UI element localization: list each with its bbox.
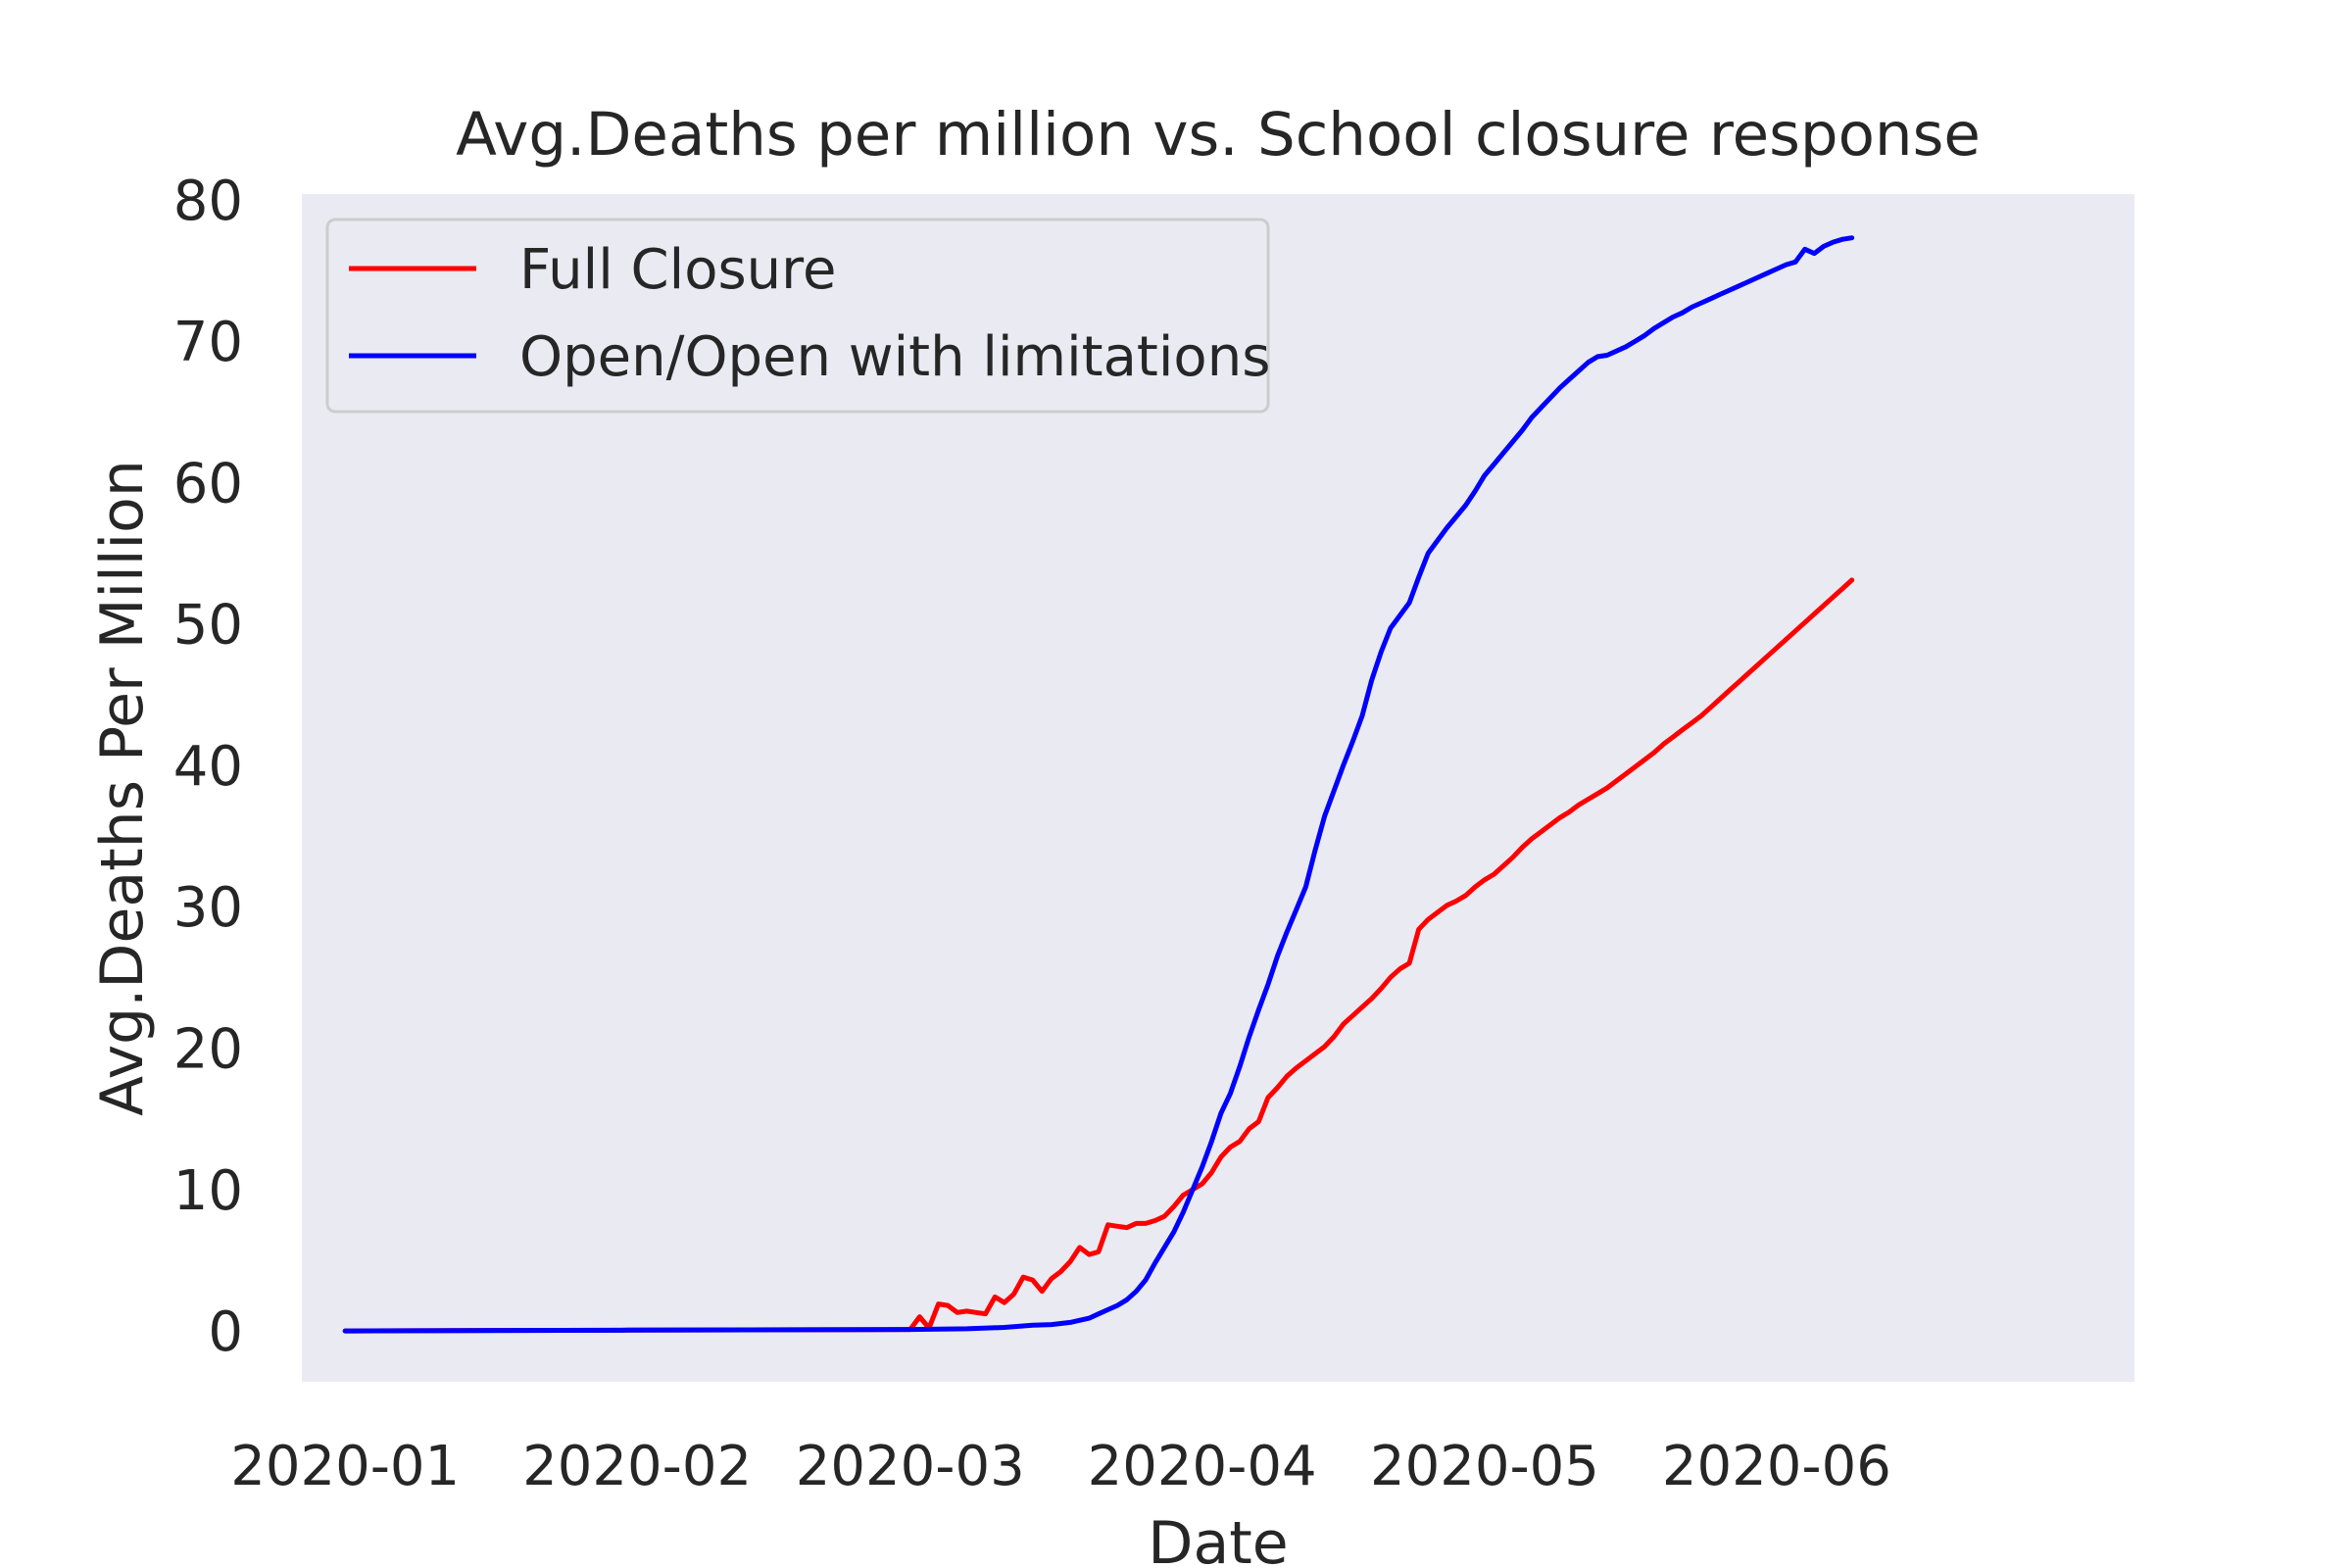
x-tick-label-2020-02: 2020-02 — [522, 1435, 752, 1498]
y-tick-label-0: 0 — [208, 1300, 243, 1364]
y-tick-label-50: 50 — [173, 594, 243, 658]
y-tick-label-20: 20 — [173, 1017, 243, 1081]
x-tick-labels: 2020-01 2020-02 2020-03 2020-04 2020-05 2020-… — [230, 1435, 1891, 1498]
y-tick-label-80: 80 — [173, 170, 243, 233]
x-tick-label-2020-04: 2020-04 — [1088, 1435, 1317, 1498]
x-tick-label-2020-06: 2020-06 — [1662, 1435, 1891, 1498]
y-tick-label-40: 40 — [173, 735, 243, 799]
chart-title: Avg.Deaths per million vs. School closur… — [456, 100, 1981, 170]
y-tick-label-70: 70 — [173, 311, 243, 374]
y-axis-label: Avg.Deaths Per Million — [88, 460, 157, 1116]
y-tick-label-10: 10 — [173, 1159, 243, 1223]
y-tick-label-60: 60 — [173, 452, 243, 515]
legend-label-full-closure: Full Closure — [519, 238, 836, 302]
series-line-full-closure — [342, 577, 1855, 1334]
series-lines — [342, 235, 1855, 1334]
legend-box — [325, 218, 1270, 414]
x-axis-label: Date — [1148, 1509, 1288, 1568]
series-line-open-open-with-limitations — [342, 235, 1855, 1334]
x-tick-label-2020-03: 2020-03 — [796, 1435, 1025, 1498]
legend-label-open-with-limitations: Open/Open with limitations — [519, 325, 1270, 389]
y-tick-label-30: 30 — [173, 876, 243, 940]
x-tick-label-2020-05: 2020-05 — [1370, 1435, 1599, 1498]
x-tick-label-2020-01: 2020-01 — [230, 1435, 460, 1498]
legend: Full Closure Open/Open with limitations — [325, 218, 1270, 414]
y-tick-labels: 0 10 20 30 40 50 60 70 80 — [173, 170, 243, 1364]
